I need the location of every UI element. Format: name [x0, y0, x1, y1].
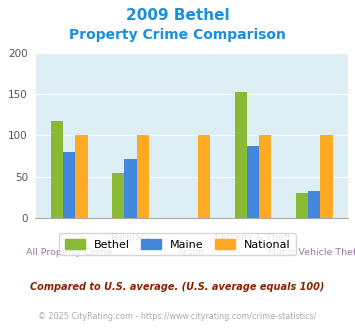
Bar — [198, 135, 210, 218]
Text: Burglary: Burglary — [110, 233, 151, 242]
Bar — [235, 92, 247, 218]
Bar — [124, 159, 137, 218]
Bar — [308, 191, 320, 218]
Text: Motor Vehicle Theft: Motor Vehicle Theft — [268, 248, 355, 257]
Bar — [112, 173, 124, 218]
Text: Larceny & Theft: Larceny & Theft — [215, 233, 291, 242]
Bar — [51, 121, 63, 218]
Bar — [247, 146, 259, 218]
Bar — [259, 135, 271, 218]
Bar — [137, 135, 149, 218]
Text: Compared to U.S. average. (U.S. average equals 100): Compared to U.S. average. (U.S. average … — [30, 282, 325, 292]
Text: 2009 Bethel: 2009 Bethel — [126, 8, 229, 23]
Bar — [75, 135, 88, 218]
Text: Arson: Arson — [178, 248, 205, 257]
Text: All Property Crime: All Property Crime — [26, 248, 113, 257]
Text: Property Crime Comparison: Property Crime Comparison — [69, 28, 286, 42]
Bar — [320, 135, 333, 218]
Legend: Bethel, Maine, National: Bethel, Maine, National — [59, 233, 296, 255]
Bar — [296, 193, 308, 218]
Bar — [63, 152, 75, 218]
Text: © 2025 CityRating.com - https://www.cityrating.com/crime-statistics/: © 2025 CityRating.com - https://www.city… — [38, 312, 317, 321]
